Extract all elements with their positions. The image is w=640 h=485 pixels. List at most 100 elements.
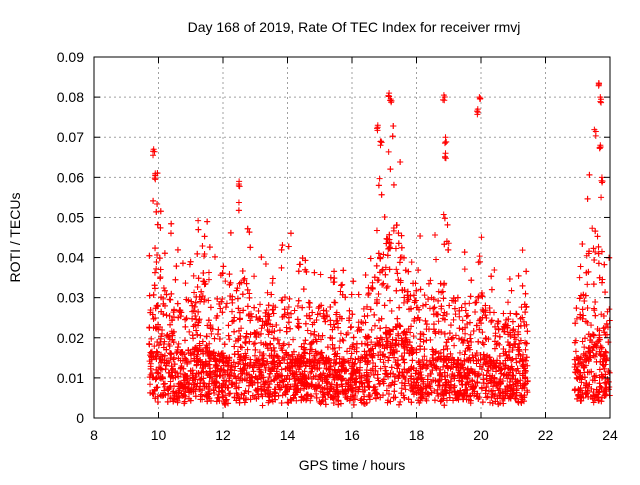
- data-point: [152, 245, 158, 251]
- data-point: [292, 308, 298, 314]
- data-point: [377, 254, 383, 260]
- data-point: [462, 249, 468, 255]
- data-point: [286, 342, 292, 348]
- data-point: [305, 327, 311, 333]
- data-point: [394, 316, 400, 322]
- data-point: [220, 350, 226, 356]
- data-point: [523, 291, 529, 297]
- data-point: [497, 334, 503, 340]
- data-point: [449, 336, 455, 342]
- data-point: [173, 263, 179, 269]
- data-point: [158, 366, 164, 372]
- data-point: [483, 335, 489, 341]
- data-point: [193, 300, 199, 306]
- data-point: [597, 384, 603, 390]
- data-point: [440, 295, 446, 301]
- data-point: [500, 310, 506, 316]
- data-point: [182, 324, 188, 330]
- data-point: [171, 306, 177, 312]
- data-point: [278, 265, 284, 271]
- data-point: [271, 311, 277, 317]
- data-point: [467, 320, 473, 326]
- data-point: [170, 309, 176, 315]
- data-point: [393, 245, 399, 251]
- data-point: [240, 291, 246, 297]
- data-point: [279, 400, 285, 406]
- data-point: [403, 386, 409, 392]
- data-point: [246, 295, 252, 301]
- data-point: [581, 344, 587, 350]
- data-point: [396, 240, 402, 246]
- data-point: [335, 325, 341, 331]
- data-point: [264, 342, 270, 348]
- data-point: [426, 281, 432, 287]
- data-point: [236, 200, 242, 206]
- data-point: [175, 301, 181, 307]
- data-point: [427, 337, 433, 343]
- data-point: [438, 398, 444, 404]
- data-point: [597, 367, 603, 373]
- data-points: [146, 80, 612, 408]
- data-point: [445, 222, 451, 228]
- data-point: [581, 298, 587, 304]
- data-point: [296, 268, 302, 274]
- data-point: [509, 288, 515, 294]
- data-point: [492, 346, 498, 352]
- data-point: [242, 400, 248, 406]
- data-point: [322, 319, 328, 325]
- data-point: [147, 293, 153, 299]
- data-point: [284, 399, 290, 405]
- data-point: [331, 299, 337, 305]
- data-point: [460, 317, 466, 323]
- data-point: [205, 297, 211, 303]
- data-point: [152, 282, 158, 288]
- data-point: [336, 345, 342, 351]
- data-point: [422, 318, 428, 324]
- data-point: [376, 250, 382, 256]
- data-point: [422, 292, 428, 298]
- data-point: [182, 280, 188, 286]
- data-point: [195, 227, 201, 233]
- data-point: [284, 329, 290, 335]
- data-point: [586, 172, 592, 178]
- data-point: [194, 251, 200, 257]
- data-point: [382, 214, 388, 220]
- data-point: [377, 176, 383, 182]
- data-point: [147, 381, 153, 387]
- data-point: [200, 270, 206, 276]
- data-point: [157, 274, 163, 280]
- data-point: [175, 247, 181, 253]
- data-point: [275, 354, 281, 360]
- data-point: [475, 339, 481, 345]
- data-point: [376, 182, 382, 188]
- data-point: [349, 292, 355, 298]
- data-point: [286, 243, 292, 249]
- data-point: [447, 330, 453, 336]
- data-point: [354, 341, 360, 347]
- data-point: [598, 194, 604, 200]
- data-point: [374, 263, 380, 269]
- data-point: [397, 159, 403, 165]
- data-point: [401, 360, 407, 366]
- data-point: [182, 317, 188, 323]
- data-point: [184, 315, 190, 321]
- data-point: [318, 272, 324, 278]
- data-point: [435, 382, 441, 388]
- data-point: [448, 322, 454, 328]
- data-point: [488, 319, 494, 325]
- data-point: [585, 196, 591, 202]
- data-point: [432, 397, 438, 403]
- data-point: [391, 182, 397, 188]
- data-point: [287, 326, 293, 332]
- data-point: [172, 277, 178, 283]
- data-point: [516, 273, 522, 279]
- data-point: [197, 333, 203, 339]
- data-point: [447, 395, 453, 401]
- data-point: [155, 399, 161, 405]
- data-point: [231, 318, 237, 324]
- data-point: [257, 301, 263, 307]
- data-point: [591, 332, 597, 338]
- data-point: [338, 330, 344, 336]
- data-point: [462, 301, 468, 307]
- data-point: [379, 192, 385, 198]
